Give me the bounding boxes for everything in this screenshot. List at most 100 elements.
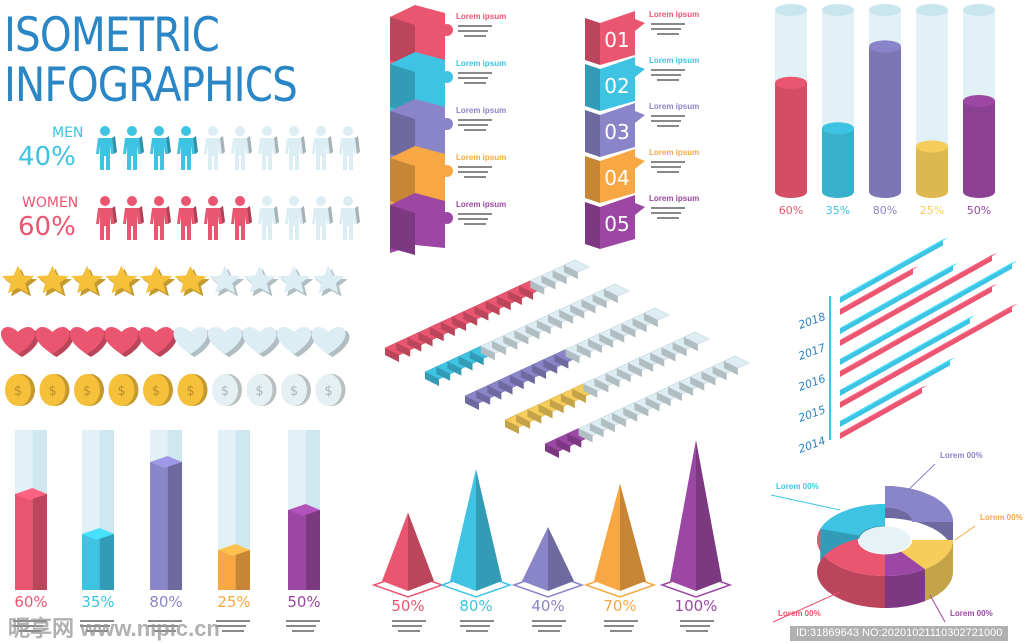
star-icon xyxy=(36,265,69,294)
placeholder-text-line xyxy=(657,125,679,127)
bar-segment-side xyxy=(554,354,569,369)
watermark-site: 昵享网 www.nipic.cn xyxy=(8,616,220,641)
pyramid-face xyxy=(522,527,548,591)
person-side xyxy=(112,136,117,154)
placeholder-text-line xyxy=(657,33,679,35)
bar-segment-side xyxy=(583,383,598,398)
men-person-icon xyxy=(258,126,279,170)
cylinder-glass-top xyxy=(775,4,807,16)
heart-icon xyxy=(69,327,105,354)
placeholder-text-line xyxy=(222,630,244,632)
bar-segment-side xyxy=(516,414,531,429)
placeholder-text-line xyxy=(657,217,679,219)
person-side xyxy=(166,136,171,154)
step-block-pointer xyxy=(635,65,645,77)
pyramid-face xyxy=(670,440,696,591)
placeholder-text-line xyxy=(154,630,176,632)
person-body xyxy=(339,208,357,240)
heart-icon xyxy=(276,327,312,354)
star-icon xyxy=(208,265,242,294)
puzzle-piece-side xyxy=(390,17,415,67)
star-icon xyxy=(243,265,276,294)
box-bar-top xyxy=(82,528,114,540)
person-side xyxy=(355,206,360,224)
cylinder-bar-top xyxy=(822,122,854,135)
bar-segment-side xyxy=(603,289,618,304)
step-block-front xyxy=(600,195,635,249)
dollar-sign: $ xyxy=(186,384,194,399)
donut-slice xyxy=(820,504,885,536)
placeholder-text-line xyxy=(680,620,714,622)
puzzle-step-label: Lorem ipsum xyxy=(456,153,507,162)
bar-segment-side xyxy=(610,328,625,343)
bar-segment-side xyxy=(589,423,604,438)
men-percent: 40% xyxy=(18,142,76,172)
cylinder-bar-top xyxy=(963,95,995,107)
coin-icon xyxy=(39,374,66,406)
cylinder-bar xyxy=(963,101,995,192)
box-bar xyxy=(15,494,33,590)
pyramid-face xyxy=(450,469,476,591)
placeholder-text-line xyxy=(460,625,490,627)
placeholder-text-line xyxy=(651,166,681,168)
cylinder-percent-label: 80% xyxy=(872,204,898,217)
bar-segment-side xyxy=(559,309,574,324)
women-person-icon xyxy=(285,196,306,240)
person-head xyxy=(262,126,272,136)
women-person-icon xyxy=(312,196,333,240)
donut-label: Lorem 00% xyxy=(940,451,983,460)
cylinder-glass-top xyxy=(869,4,901,16)
bar-segment-side xyxy=(532,364,547,379)
puzzle-step-label: Lorem ipsum xyxy=(456,59,507,68)
bar-segment-side xyxy=(541,275,556,290)
box-bar-side xyxy=(99,534,114,590)
bar-segment-side xyxy=(536,320,551,335)
placeholder-text-line xyxy=(460,620,494,622)
donut-label: Lorem 00% xyxy=(950,609,993,618)
bar-segment-side xyxy=(723,361,738,376)
women-person-icon xyxy=(339,196,360,240)
bar-segment-side xyxy=(474,306,489,321)
bar-segment-side xyxy=(645,397,660,412)
bar-segment-side xyxy=(672,342,687,357)
placeholder-text-line xyxy=(148,620,182,622)
bar-segment-side xyxy=(563,265,578,280)
step-block-pointer xyxy=(635,111,645,123)
year-bar xyxy=(840,285,992,377)
bar-segment-side xyxy=(463,311,478,326)
person-body xyxy=(96,208,114,240)
person-side xyxy=(274,206,279,224)
placeholder-text-line xyxy=(216,625,246,627)
bar-segment-side xyxy=(701,371,716,386)
bar-segment-side xyxy=(385,348,399,362)
person-head xyxy=(100,196,110,206)
bar-segment-side xyxy=(556,438,571,453)
coin-icon xyxy=(143,374,169,406)
pyramid-side xyxy=(548,527,574,591)
person-side xyxy=(139,206,144,224)
placeholder-text-line xyxy=(651,28,681,30)
placeholder-text-line xyxy=(458,25,492,27)
year-bar-top xyxy=(840,357,956,421)
placeholder-text-line xyxy=(458,213,492,215)
person-body xyxy=(204,138,222,170)
placeholder-text-line xyxy=(458,124,488,126)
person-body xyxy=(96,138,114,170)
coin-icon xyxy=(212,374,238,406)
coin-icon xyxy=(5,374,31,406)
title-line-2: INFOGRAPHICS xyxy=(4,58,298,113)
puzzle-piece-side xyxy=(390,64,415,114)
step-block-pointer xyxy=(635,157,645,169)
person-head xyxy=(289,126,299,136)
person-side xyxy=(220,136,225,154)
bar-segment-side xyxy=(661,347,676,362)
bar-segment-side xyxy=(632,318,647,333)
coin-icon xyxy=(108,374,135,406)
pyramid-side xyxy=(476,469,502,591)
person-body xyxy=(312,208,330,240)
placeholder-text-line xyxy=(651,74,681,76)
step-number: 03 xyxy=(604,120,629,144)
bar-segment-side xyxy=(476,390,491,405)
numbered-step-label: Lorem ipsum xyxy=(649,102,700,111)
placeholder-text-line xyxy=(458,30,488,32)
